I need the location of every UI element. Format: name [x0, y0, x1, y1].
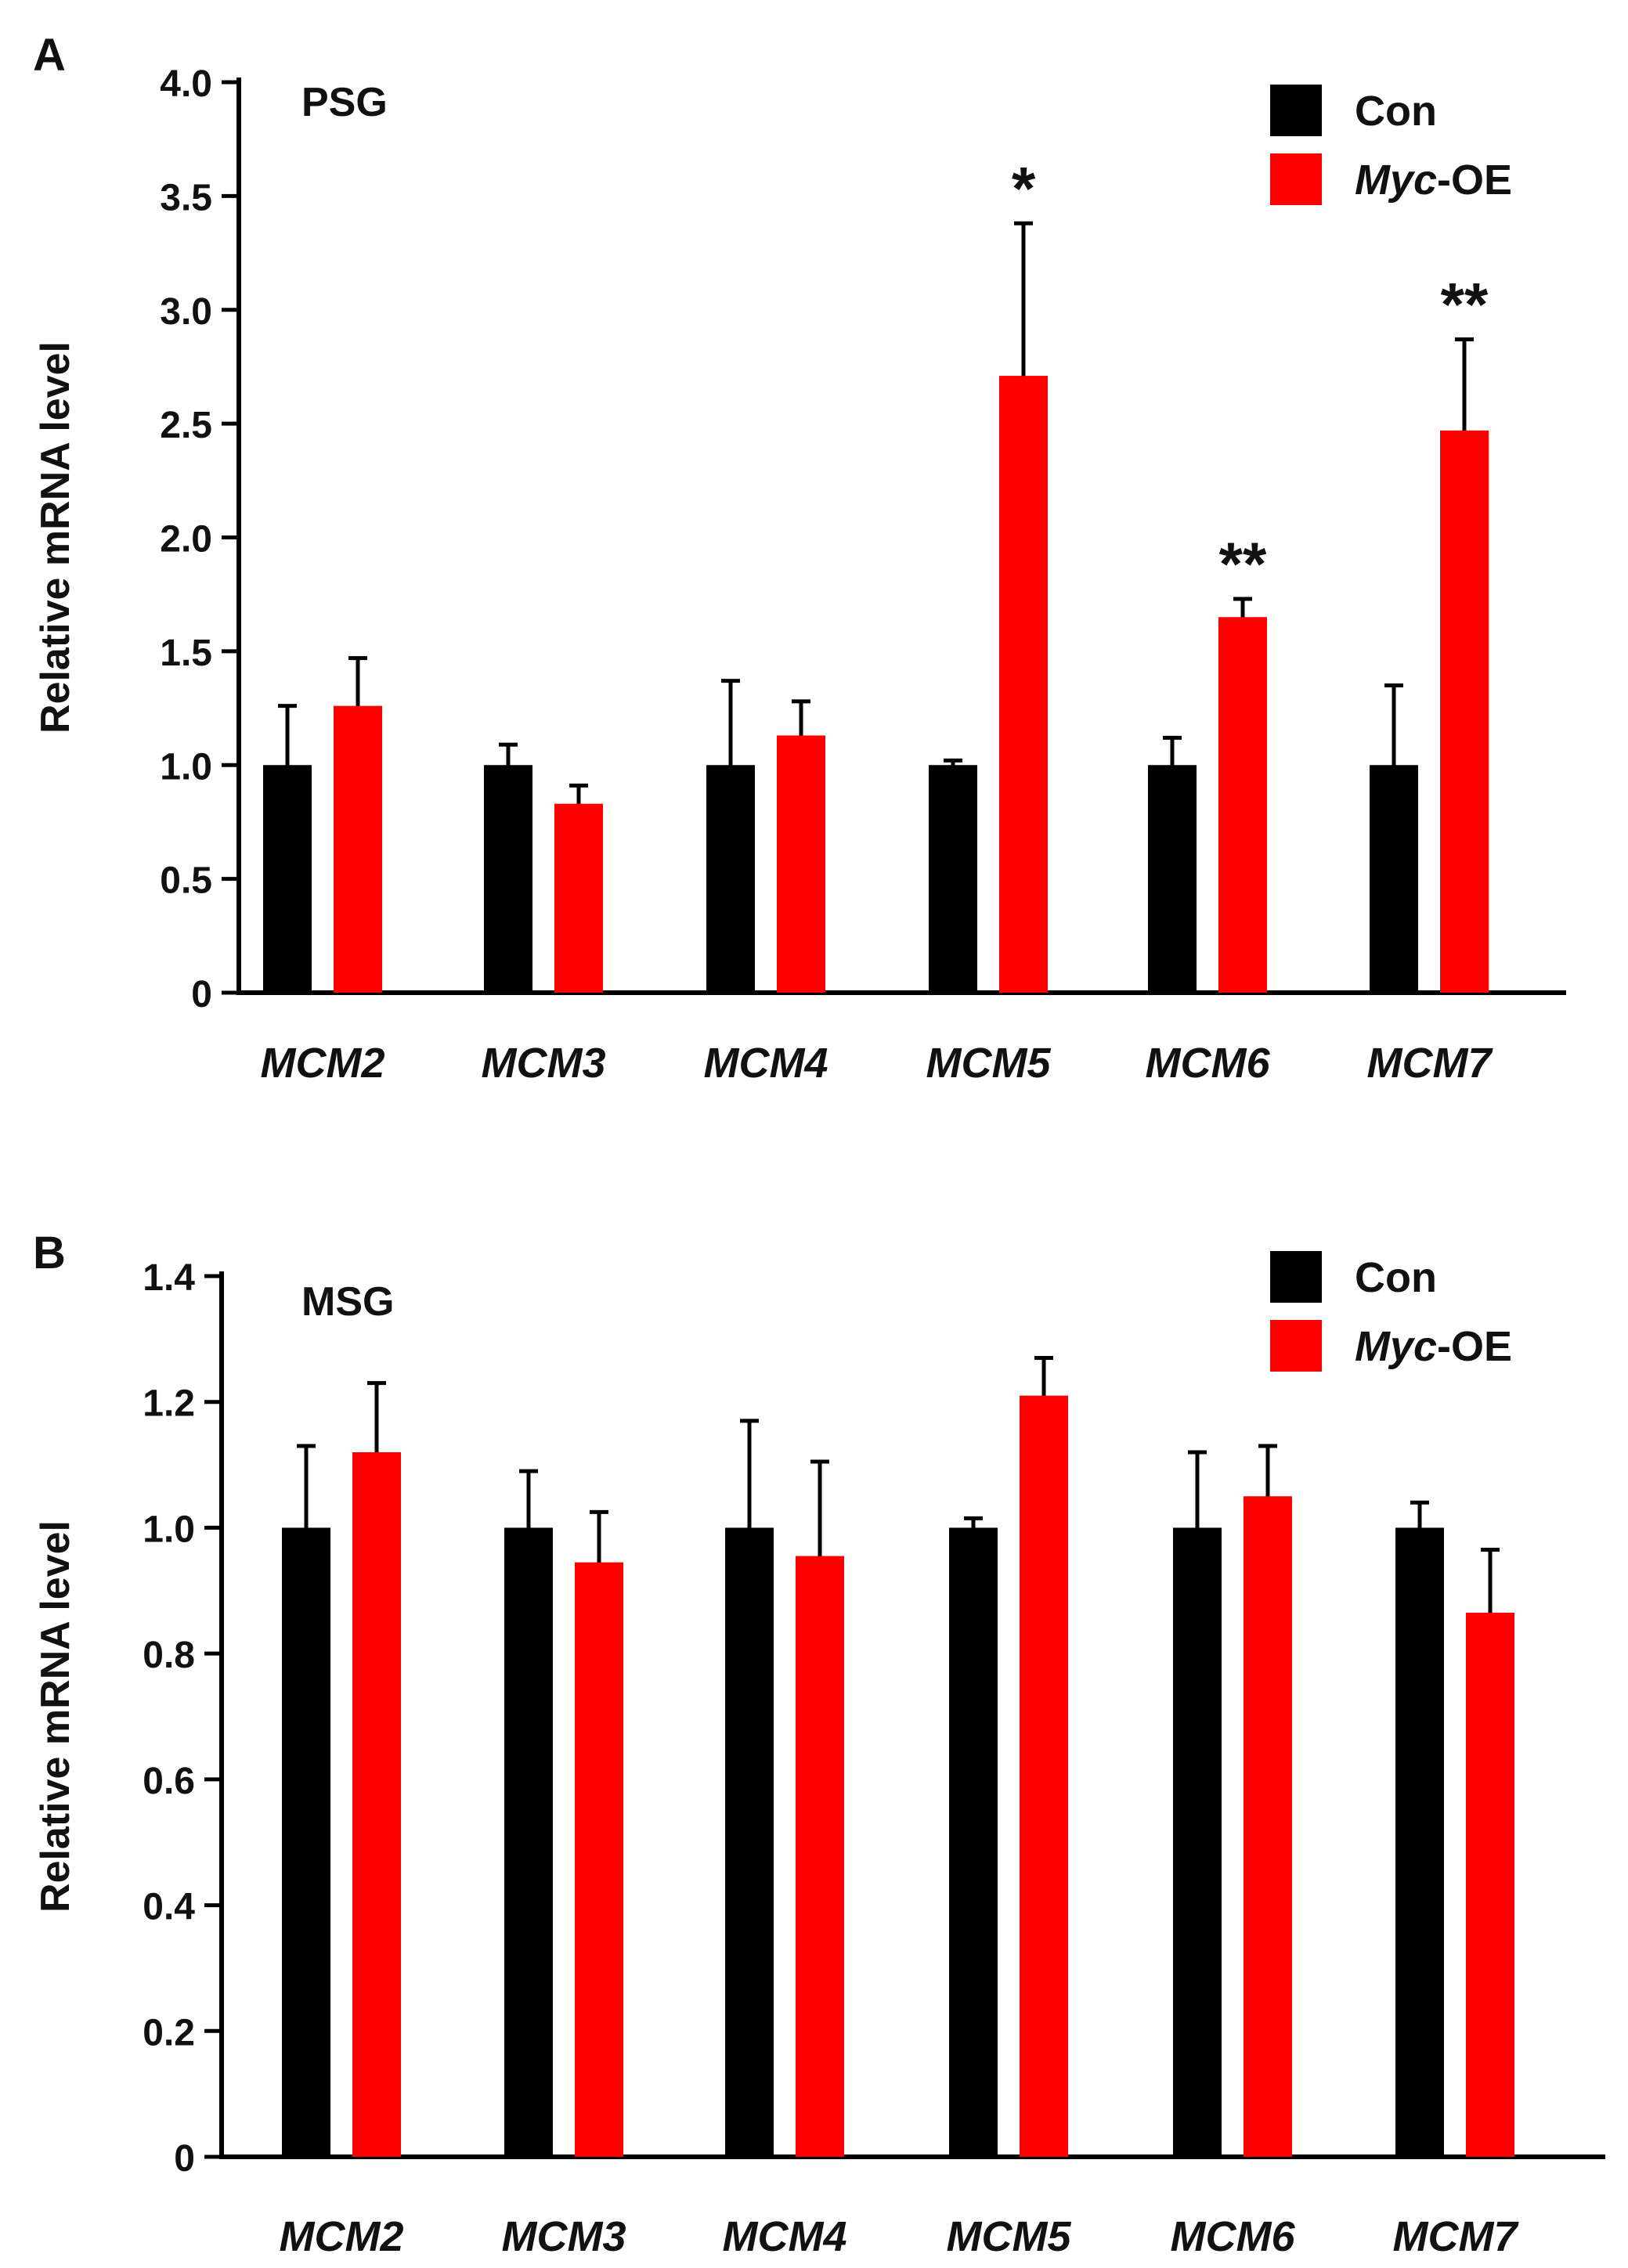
x-tick-label: MCM3	[502, 2213, 626, 2260]
bar-con-mcm6	[1173, 1527, 1222, 2157]
y-tick-label: 3.5	[160, 177, 212, 218]
bar-con-mcm4	[706, 765, 755, 993]
bar-con-mcm5	[949, 1527, 998, 2157]
legend-label-con: Con	[1355, 88, 1437, 135]
y-tick-label: 1.0	[143, 1509, 195, 1550]
bar-myc-oe-mcm5	[1020, 1395, 1068, 2157]
x-tick-label: MCM5	[926, 1040, 1052, 1087]
legend-label-con: Con	[1355, 1254, 1437, 1301]
bar-myc-oe-mcm4	[777, 735, 825, 993]
tissue-label: PSG	[301, 80, 388, 125]
x-tick-label: MCM3	[482, 1040, 606, 1087]
y-tick-label: 0	[174, 2138, 195, 2180]
y-tick-label: 0.5	[160, 860, 212, 902]
legend-swatch-myc-oe	[1270, 1320, 1322, 1372]
x-tick-label: MCM6	[1171, 2213, 1296, 2260]
x-tick-label: MCM4	[704, 1040, 828, 1087]
legend-swatch-con	[1270, 1251, 1322, 1303]
panel-label: A	[33, 30, 66, 81]
panel-a: A PSG Relative mRNA level 0 0.5 1.0 1.5 2.0 2.5 3…	[33, 30, 1566, 1087]
panel-label: B	[33, 1228, 66, 1278]
y-tick-label: 1.0	[160, 746, 212, 788]
x-tick-label: MCM5	[947, 2213, 1072, 2260]
bar-myc-oe-mcm6	[1244, 1496, 1292, 2157]
bar-myc-oe-mcm2	[352, 1452, 401, 2157]
legend-label-myc-oe: Myc-OE	[1355, 157, 1512, 204]
y-tick-label: 0.6	[143, 1761, 195, 1802]
bar-con-mcm2	[282, 1527, 330, 2157]
bar-myc-oe-mcm7	[1440, 430, 1489, 993]
bar-myc-oe-mcm4	[796, 1556, 844, 2157]
bar-con-mcm4	[725, 1527, 774, 2157]
legend-swatch-myc-oe	[1270, 153, 1322, 205]
legend-swatch-con	[1270, 85, 1322, 136]
bar-con-mcm7	[1395, 1527, 1444, 2157]
y-tick-label: 2.5	[160, 405, 212, 446]
x-tick-label: MCM4	[723, 2213, 847, 2260]
y-tick-label: 1.2	[143, 1383, 195, 1425]
bar-con-mcm2	[263, 765, 312, 993]
bar-con-mcm5	[929, 765, 977, 993]
significance-marker: **	[1441, 270, 1489, 339]
y-tick-label: 3.0	[160, 291, 212, 333]
significance-marker: **	[1219, 529, 1267, 598]
x-tick-label: MCM6	[1146, 1040, 1271, 1087]
x-tick-label: MCM2	[261, 1040, 385, 1087]
y-tick-label: 2.0	[160, 519, 212, 561]
y-tick-label: 0.4	[143, 1887, 195, 1928]
y-tick-label: 0.8	[143, 1635, 195, 1676]
bar-myc-oe-mcm7	[1466, 1612, 1514, 2157]
y-axis-label: Relative mRNA level	[33, 341, 78, 734]
y-tick-label: 0	[191, 974, 212, 1015]
bar-con-mcm7	[1370, 765, 1418, 993]
legend-label-myc-oe: Myc-OE	[1355, 1323, 1512, 1370]
tissue-label: MSG	[301, 1279, 394, 1325]
x-tick-label: MCM2	[280, 2213, 404, 2260]
bar-myc-oe-mcm5	[999, 376, 1048, 993]
y-tick-label: 1.5	[160, 633, 212, 674]
y-tick-label: 0.2	[143, 2012, 195, 2053]
bar-myc-oe-mcm3	[575, 1562, 623, 2157]
bar-con-mcm6	[1148, 765, 1197, 993]
y-axis-label: Relative mRNA level	[33, 1520, 78, 1913]
x-tick-label: MCM7	[1393, 2213, 1520, 2260]
bar-con-mcm3	[484, 765, 532, 993]
y-tick-label: 4.0	[160, 63, 212, 105]
bar-myc-oe-mcm6	[1218, 617, 1267, 993]
bar-myc-oe-mcm3	[554, 803, 603, 993]
bar-myc-oe-mcm2	[334, 705, 382, 993]
x-tick-label: MCM7	[1367, 1040, 1494, 1087]
y-tick-label: 1.4	[143, 1257, 195, 1299]
bar-con-mcm3	[504, 1527, 553, 2157]
panel-b: B MSG Relative mRNA level 0 0.2 0.4 0.6 0.8 1.0 1…	[33, 1228, 1605, 2260]
significance-marker: *	[1012, 153, 1036, 222]
